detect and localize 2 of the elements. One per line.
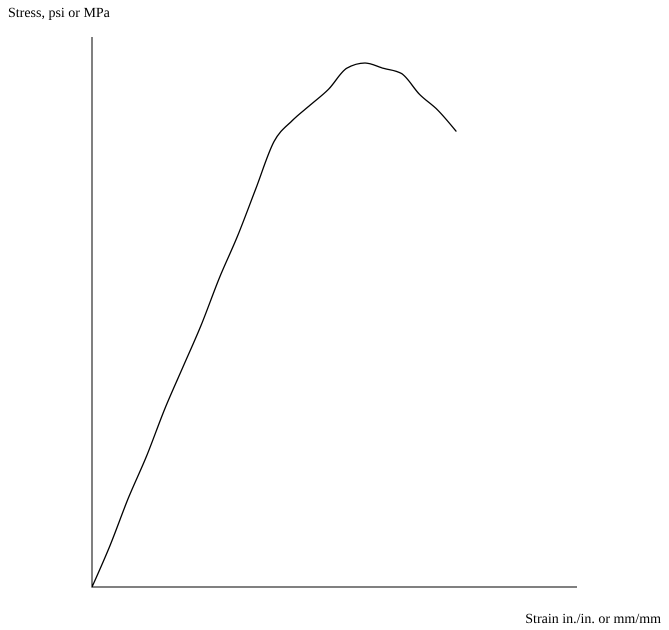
y-axis-title: Stress, psi or MPa xyxy=(8,6,111,21)
x-axis-title: Strain in./in. or mm/mm xyxy=(525,612,662,627)
